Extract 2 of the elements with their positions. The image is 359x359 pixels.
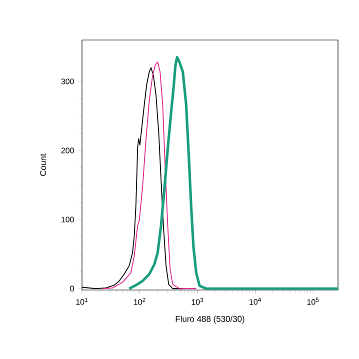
y-axis-title: Count (40, 154, 46, 176)
x-axis-title: Fluro 488 (530/30) (176, 316, 244, 324)
